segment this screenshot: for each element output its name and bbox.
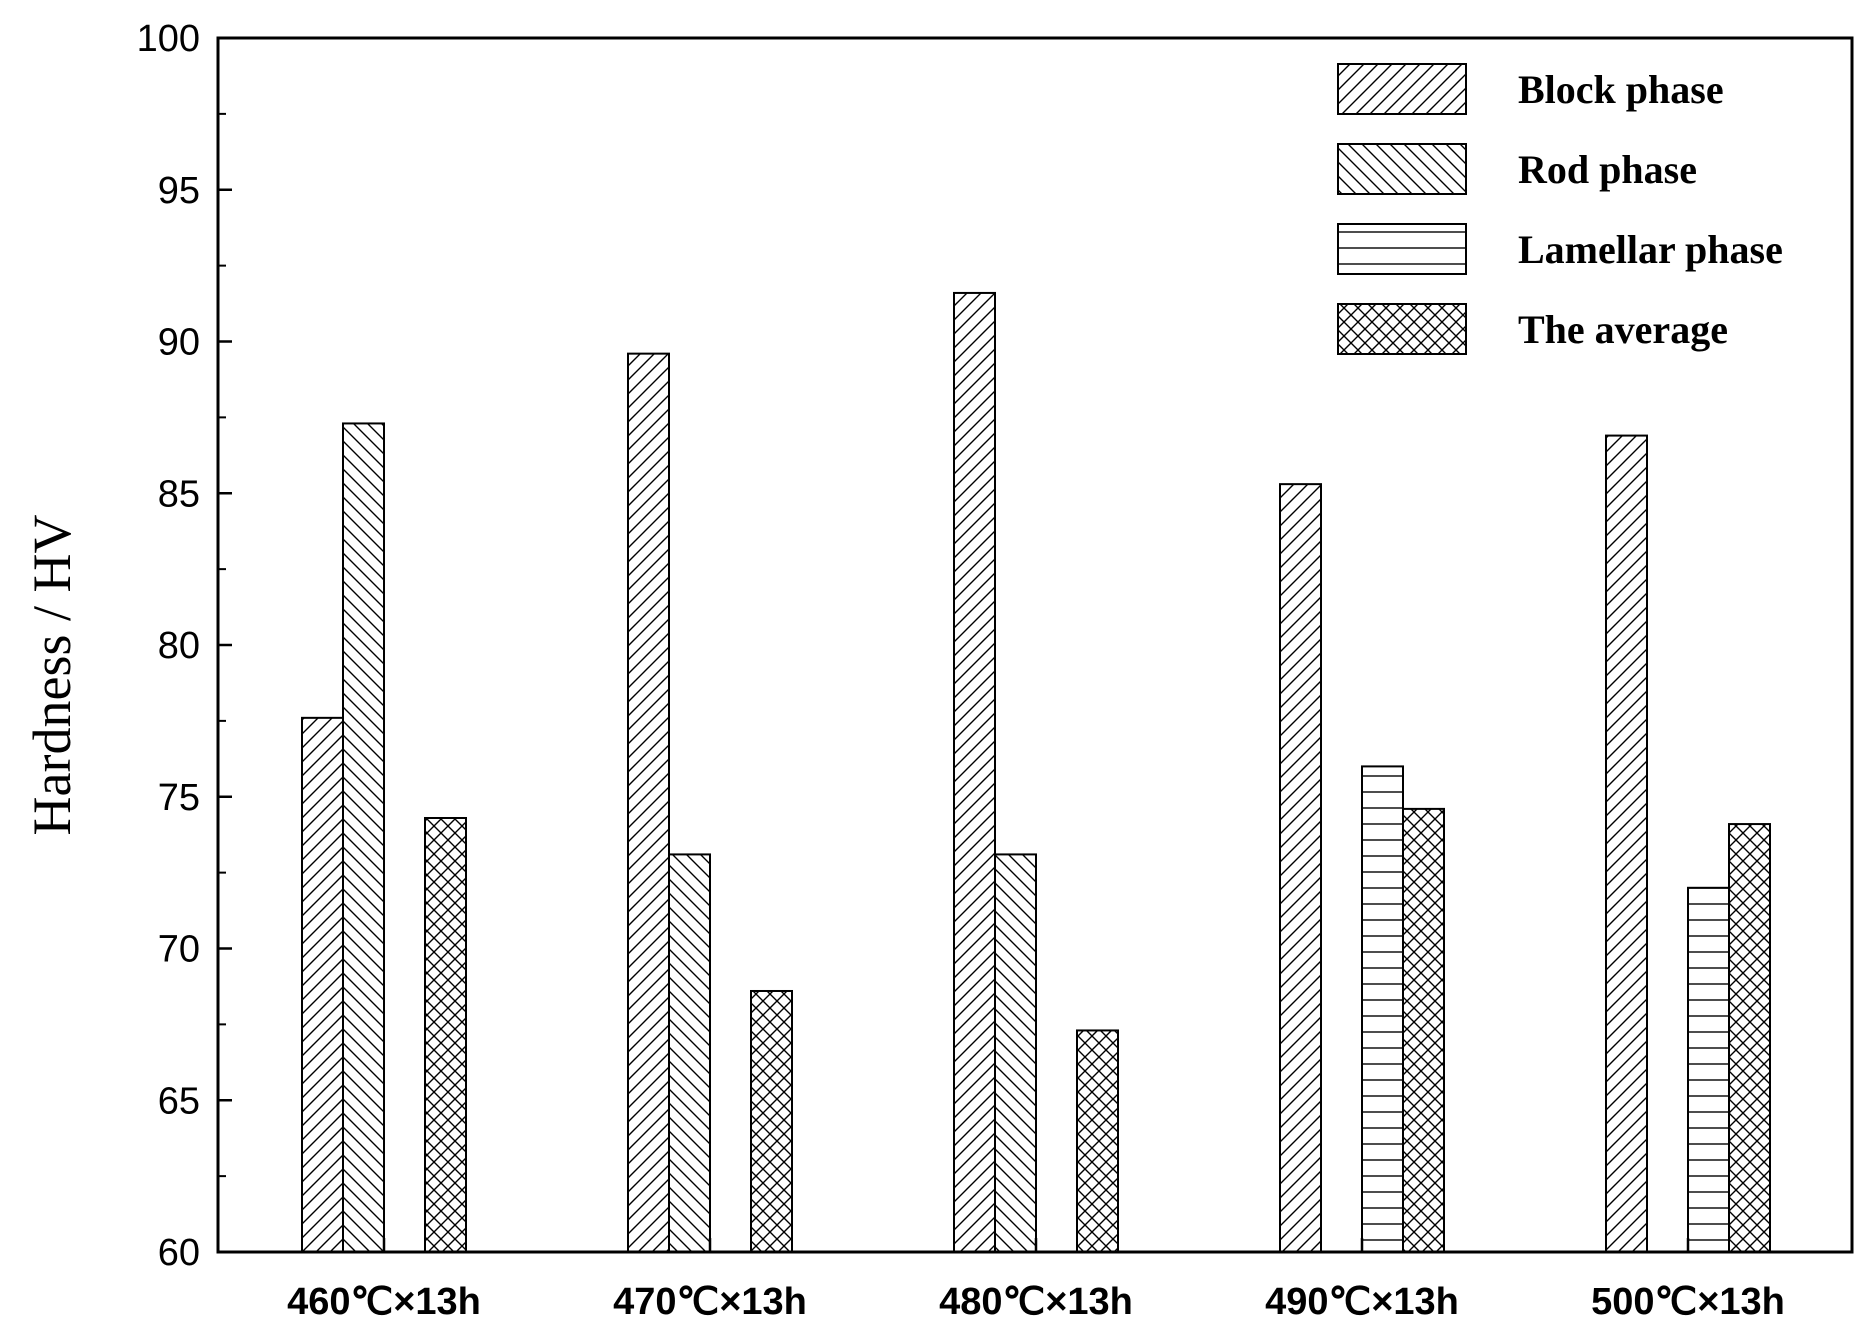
x-tick-label: 460℃×13h [287, 1281, 481, 1323]
bar-block-phase [953, 291, 996, 1253]
y-tick-label: 95 [158, 170, 200, 212]
x-tick-label: 490℃×13h [1265, 1281, 1459, 1323]
y-tick-label: 75 [158, 777, 200, 819]
bar-block-phase [627, 352, 670, 1253]
legend-label: Rod phase [1518, 147, 1697, 192]
bar-the-average [750, 989, 793, 1253]
bar-the-average [1076, 1029, 1119, 1253]
x-axis: 460℃×13h 470℃×13h 480℃×13h 490℃×13h 500℃×13h [287, 1238, 1785, 1323]
legend-label: Lamellar phase [1518, 227, 1783, 272]
y-axis-title: Hardness / HV [22, 515, 82, 836]
bar-rod-phase [342, 422, 385, 1253]
bar-rod-phase [994, 853, 1037, 1253]
bar-the-average [1402, 807, 1445, 1253]
y-tick-label: 70 [158, 929, 200, 971]
bar-block-phase [1279, 483, 1322, 1253]
x-tick-label: 470℃×13h [613, 1281, 807, 1323]
bar-lamellar-phase [1361, 765, 1404, 1254]
bar-the-average [1728, 823, 1771, 1253]
x-tick-label: 480℃×13h [939, 1281, 1133, 1323]
y-tick-label: 60 [158, 1232, 200, 1274]
y-tick-label: 65 [158, 1080, 200, 1122]
y-tick-label: 80 [158, 625, 200, 667]
y-axis: 60 65 70 75 80 85 90 95 100 [137, 18, 232, 1274]
x-tick-label: 500℃×13h [1591, 1281, 1785, 1323]
legend-swatch [1337, 303, 1467, 355]
y-tick-label: 85 [158, 473, 200, 515]
legend-swatch [1337, 223, 1467, 275]
legend-swatch [1337, 143, 1467, 195]
legend-label: Block phase [1518, 67, 1724, 112]
bars [301, 291, 1771, 1254]
bar-block-phase [1605, 434, 1648, 1253]
bar-the-average [424, 816, 467, 1253]
y-tick-label: 100 [137, 18, 200, 60]
bar-lamellar-phase [1687, 886, 1730, 1253]
bar-rod-phase [668, 853, 711, 1253]
legend-label: The average [1518, 307, 1728, 352]
y-tick-label: 90 [158, 322, 200, 364]
legend-swatch [1337, 63, 1467, 115]
bar-block-phase [301, 716, 344, 1253]
legend: Block phase Rod phase Lamellar phase The av… [1337, 63, 1783, 355]
